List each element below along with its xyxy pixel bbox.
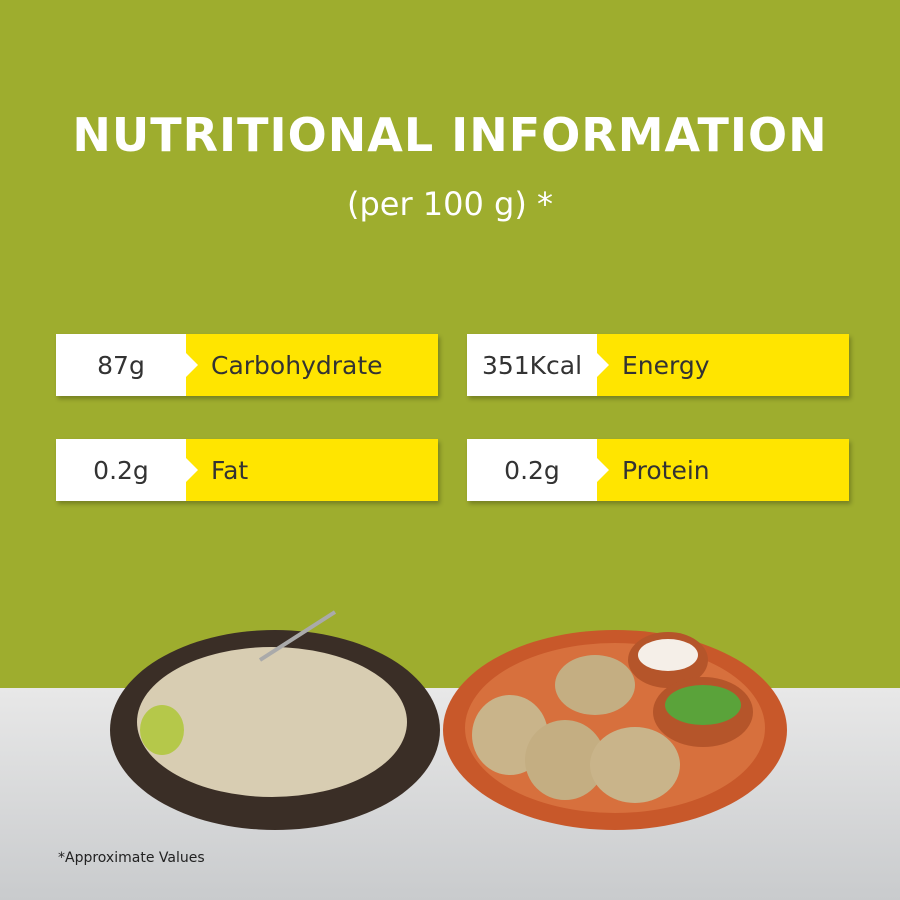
nutrient-name: Energy: [597, 334, 849, 396]
nutrient-amount: 351Kcal: [467, 334, 609, 396]
nutrient-amount: 0.2g: [467, 439, 609, 501]
nutrient-amount: 0.2g: [56, 439, 198, 501]
nutrient-card: 0.2g Protein: [467, 439, 849, 501]
footnote: *Approximate Values: [58, 850, 205, 866]
nutrient-amount: 87g: [56, 334, 198, 396]
nutrient-name: Carbohydrate: [186, 334, 438, 396]
nutrient-name: Fat: [186, 439, 438, 501]
nutrient-card: 87g Carbohydrate: [56, 334, 438, 396]
nutrient-card: 351Kcal Energy: [467, 334, 849, 396]
subtitle: (per 100 g) *: [346, 185, 554, 223]
nutrient-card: 0.2g Fat: [56, 439, 438, 501]
title: NUTRITIONAL INFORMATION: [72, 108, 828, 162]
nutrient-name: Protein: [597, 439, 849, 501]
